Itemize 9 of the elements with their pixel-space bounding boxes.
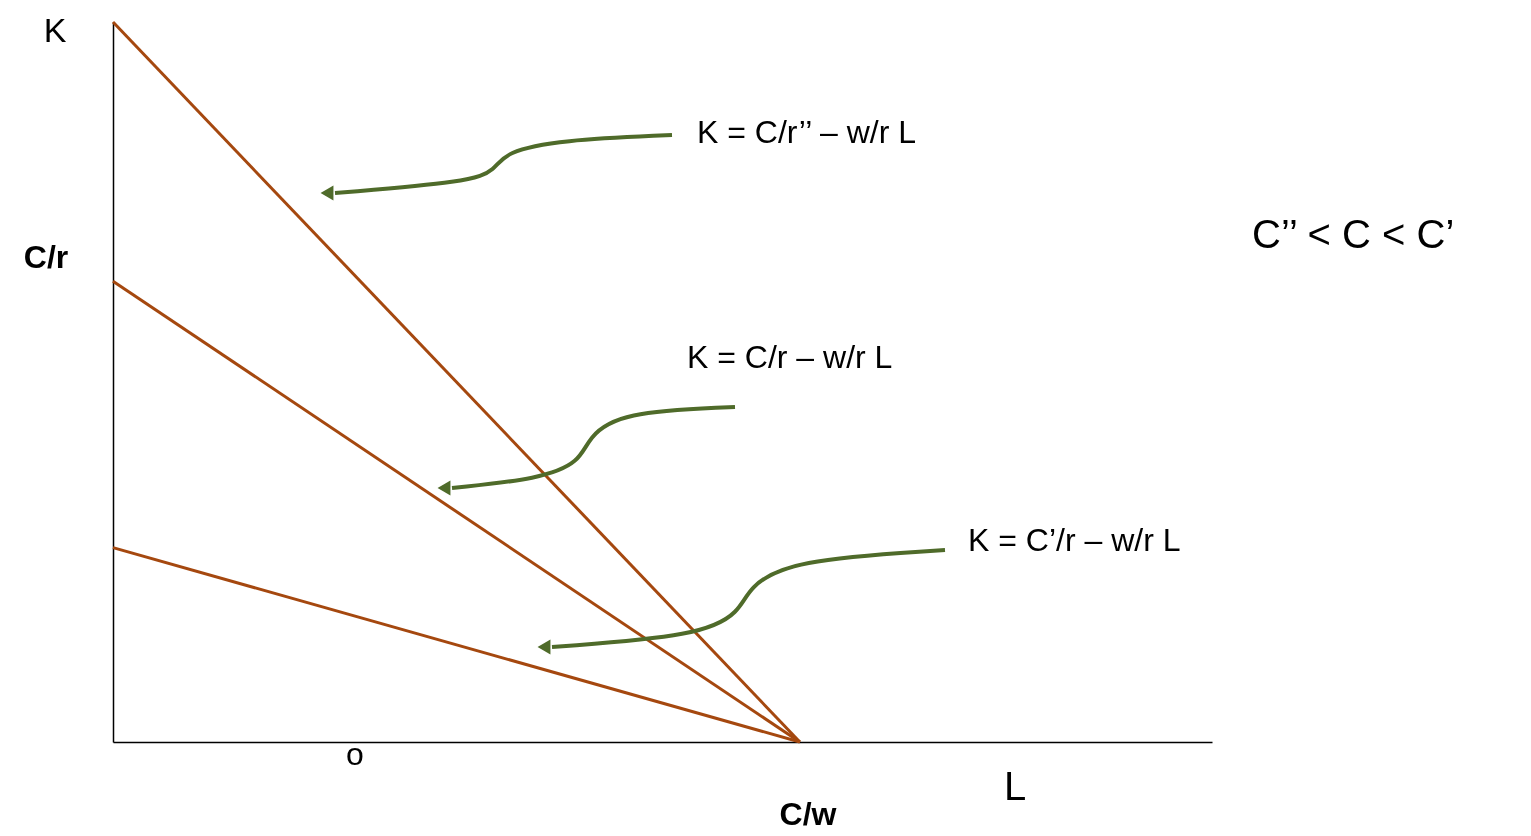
- y-axis-title: K: [43, 11, 67, 49]
- annotation: K = C’/r – w/r L: [968, 522, 1181, 558]
- annotation: K = C/r – w/r L: [687, 339, 893, 375]
- text: C/w: [779, 796, 837, 832]
- x-axis-title: L: [1003, 764, 1027, 808]
- annotation: o: [346, 736, 364, 772]
- annotation: K = C/r’’ – w/r L: [697, 114, 917, 150]
- text: C’’ < C < C’: [1252, 212, 1455, 256]
- text: C/r: [23, 239, 69, 275]
